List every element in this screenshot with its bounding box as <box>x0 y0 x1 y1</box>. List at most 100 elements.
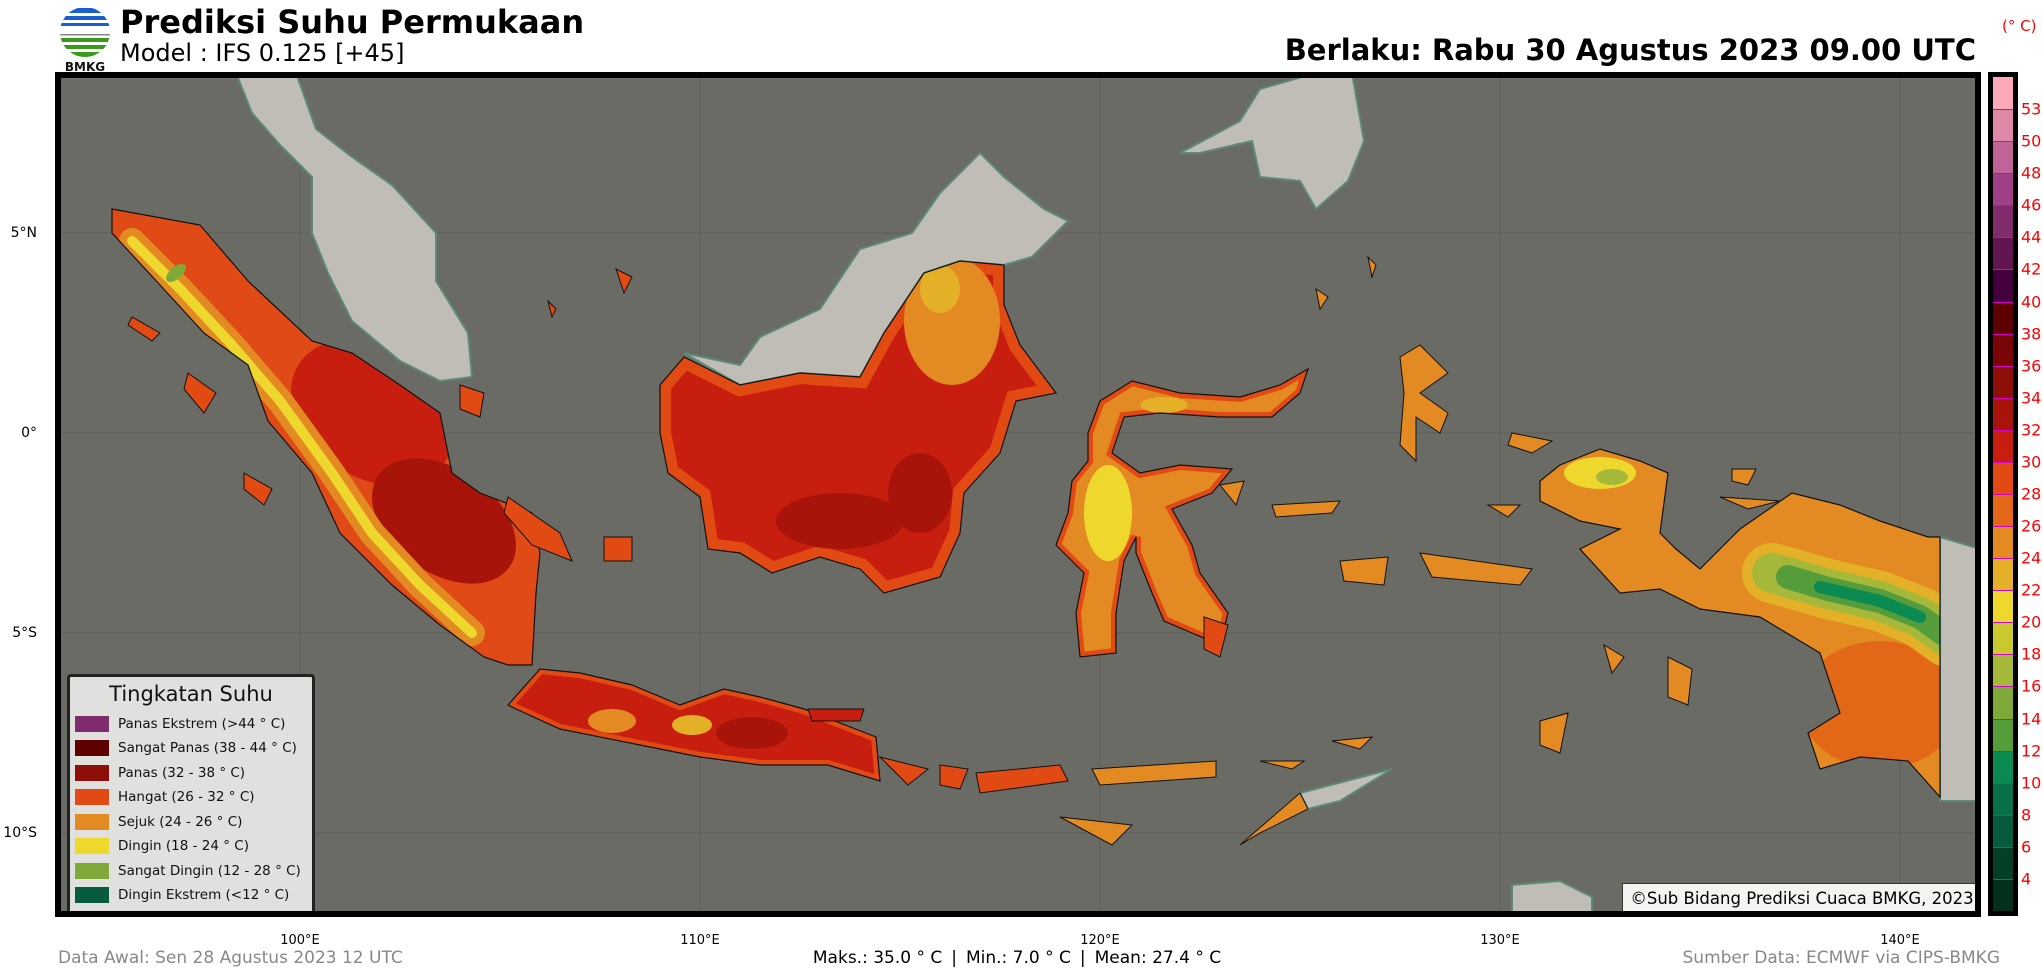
colorbar-tick-label: 16 <box>2021 676 2042 696</box>
stat-min: Min.: 7.0 ° C <box>965 948 1071 968</box>
riau-islands-island <box>459 384 485 418</box>
stat-separator: | <box>951 948 957 968</box>
yapen-island <box>1719 496 1781 510</box>
colorbar <box>1988 72 2018 916</box>
legend-label: Hangat (26 - 32 ° C) <box>118 789 255 805</box>
west-timor-island <box>1239 792 1309 846</box>
colorbar-bin <box>1993 77 2013 110</box>
colorbar-separator <box>1993 333 2013 335</box>
alor-island <box>1259 760 1306 770</box>
legend-item: Panas Ekstrem (>44 ° C) <box>75 715 285 732</box>
flores-island <box>1091 760 1217 786</box>
colorbar-tick-label: 48 <box>2021 163 2042 183</box>
java-island <box>507 668 881 782</box>
colorbar-separator <box>1993 237 2013 239</box>
colorbar-separator <box>1993 173 2013 175</box>
colorbar-separator <box>1993 718 2013 720</box>
longitude-label: 110°E <box>680 933 720 948</box>
northern-australia-land <box>1511 879 1593 911</box>
sulawesi-island <box>1055 367 1310 658</box>
colorbar-separator <box>1993 558 2013 560</box>
map-canvas <box>61 78 1975 911</box>
legend-item: Sangat Panas (38 - 44 ° C) <box>75 740 297 757</box>
legend-title: Tingkatan Suhu <box>109 682 273 706</box>
colorbar-separator <box>1993 526 2013 528</box>
latitude-label: 5°N <box>10 225 37 241</box>
colorbar-tick-label: 12 <box>2021 741 2042 761</box>
longitude-label: 100°E <box>280 933 320 948</box>
legend-label: Panas Ekstrem (>44 ° C) <box>118 715 286 732</box>
legend-swatch <box>75 740 109 756</box>
latitude-label: 0° <box>21 425 37 441</box>
colorbar-bin <box>1993 750 2013 784</box>
colorbar-tick-label: 6 <box>2021 837 2032 857</box>
colorbar-bin <box>1993 301 2013 335</box>
colorbar-separator <box>1993 654 2013 656</box>
legend-label: Dingin Ekstrem (<12 ° C) <box>118 887 290 903</box>
colorbar-separator <box>1993 269 2013 271</box>
colorbar-tick-label: 10 <box>2021 773 2042 793</box>
colorbar-separator <box>1993 365 2013 367</box>
colorbar-bin <box>1993 269 2013 303</box>
madura-island <box>807 708 865 722</box>
colorbar-separator <box>1993 109 2013 111</box>
sumba-island <box>1059 816 1134 846</box>
bangka-island <box>503 496 573 562</box>
colorbar-tick-label: 53 <box>2021 99 2042 119</box>
talaud-island <box>1367 255 1377 279</box>
papua-island <box>1539 448 1941 799</box>
longitude-label: 130°E <box>1480 933 1520 948</box>
temperature-map: Tingkatan Suhu Panas Ekstrem (>44 ° C) Sa… <box>55 72 1981 917</box>
colorbar-bin <box>1993 846 2013 880</box>
kai-island <box>1603 643 1625 675</box>
simeulue-island <box>127 316 161 342</box>
colorbar-bin <box>1993 782 2013 816</box>
bmkg-logo: BMKG <box>58 5 112 74</box>
tanimbar-island <box>1539 712 1569 754</box>
banggai-island <box>1219 480 1245 507</box>
colorbar-tick-label: 30 <box>2021 452 2042 472</box>
bali-island <box>878 756 930 786</box>
siberut-island <box>243 472 273 506</box>
legend-swatch <box>75 764 109 781</box>
colorbar-tick-label: 46 <box>2021 195 2042 215</box>
legend-swatch <box>75 789 109 805</box>
colorbar-tick-label: 4 <box>2021 869 2032 889</box>
initial-data-time: Data Awal: Sen 28 Agustus 2023 12 UTC <box>58 948 403 968</box>
colorbar-bin <box>1993 173 2013 206</box>
colorbar-separator <box>1993 494 2013 495</box>
belitung-island <box>603 536 633 562</box>
latitude-label: 5°S <box>12 625 37 641</box>
waigeo-island <box>1507 432 1554 454</box>
colorbar-tick-label: 36 <box>2021 356 2042 376</box>
colorbar-tick-label: 28 <box>2021 484 2042 504</box>
colorbar-tick-label: 20 <box>2021 612 2042 632</box>
stat-max: Maks.: 35.0 ° C <box>812 948 943 968</box>
colorbar-separator <box>1993 686 2013 688</box>
colorbar-bin <box>1993 654 2013 687</box>
colorbar-bin <box>1993 461 2013 495</box>
sumatra-island <box>111 208 541 666</box>
colorbar-separator <box>1993 429 2013 431</box>
legend-label: Dingin (18 - 24 ° C) <box>118 838 249 854</box>
colorbar-bin <box>1993 333 2013 367</box>
legend-label: Sejuk (24 - 26 ° C) <box>118 813 243 830</box>
colorbar-bin <box>1993 397 2013 431</box>
colorbar-bin <box>1993 526 2013 559</box>
bintan-north-island <box>547 299 557 319</box>
legend-item: Sangat Dingin (12 - 28 ° C) <box>75 862 301 879</box>
model-subtitle: Model : IFS 0.125 [+45] <box>120 39 405 67</box>
colorbar-separator <box>1993 205 2013 207</box>
colorbar-tick-label: 8 <box>2021 805 2032 825</box>
natuna-island <box>615 268 633 295</box>
aru-island <box>1667 656 1693 706</box>
colorbar-separator <box>1993 878 2013 880</box>
colorbar-tick-label: 14 <box>2021 709 2042 729</box>
colorbar-tick-label: 34 <box>2021 388 2042 408</box>
page-title: Prediksi Suhu Permukaan <box>120 3 585 41</box>
colorbar-bin <box>1993 237 2013 270</box>
buton-island <box>1203 616 1229 658</box>
longitude-label: 120°E <box>1080 933 1120 948</box>
wetar-island <box>1331 736 1374 750</box>
colorbar-tick-label: 18 <box>2021 644 2042 664</box>
